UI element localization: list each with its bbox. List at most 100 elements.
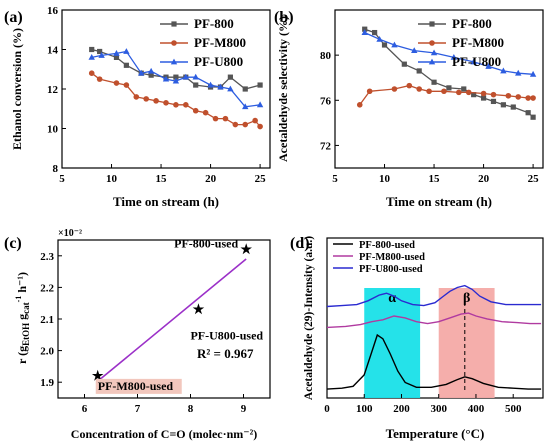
panel-b-ylabel: Acetaldehyde selectivity (%) xyxy=(276,16,290,162)
y-tick-label: 2.0 xyxy=(40,346,54,358)
data-point xyxy=(242,121,249,128)
data-point xyxy=(172,77,180,84)
data-point xyxy=(510,104,516,110)
x-tick-label: 15 xyxy=(429,173,441,185)
data-point xyxy=(515,69,522,76)
panel-d-series xyxy=(326,284,542,392)
legend-label: PF-U800 xyxy=(452,54,501,69)
x-tick-label: 25 xyxy=(255,173,267,185)
panel-d-ticks: 0 100 200 300 400 500 xyxy=(324,394,522,415)
star-marker: ★ xyxy=(193,302,205,317)
y-tick-label: 72 xyxy=(320,140,332,152)
data-point xyxy=(515,94,522,100)
y-tick-label: 76 xyxy=(320,95,332,107)
temperature-region xyxy=(364,288,421,398)
data-point xyxy=(416,68,422,74)
y-tick-label: 14 xyxy=(47,45,59,57)
panel-c-r2: R² = 0.967 xyxy=(197,346,254,361)
panel-a-series xyxy=(88,46,264,130)
panel-c-ylabel-sup: -1 xyxy=(14,296,23,303)
data-point xyxy=(182,73,190,80)
data-point xyxy=(406,82,413,89)
data-point xyxy=(525,95,531,101)
legend-label: PF-M800-used xyxy=(359,252,425,263)
data-point xyxy=(257,123,263,130)
panel-d-frame xyxy=(326,237,544,399)
legend-marker xyxy=(428,58,436,65)
x-tick-label: 8 xyxy=(188,403,194,415)
panel-b-ticks: 5 10 15 20 25 72 76 80 xyxy=(320,50,539,185)
panel-c-ticks: 6 7 8 9 1.9 2.0 2.1 2.2 2.3 xyxy=(40,251,247,415)
panel-c-ylabel-mid: g xyxy=(15,314,29,323)
data-point xyxy=(471,92,477,98)
legend-label: PF-800 xyxy=(452,16,492,31)
panel-a-legend: PF-800 PF-M800 PF-U800 xyxy=(160,16,246,69)
data-point xyxy=(183,102,189,108)
data-point xyxy=(123,62,129,68)
y-tick-label: 2.3 xyxy=(40,251,54,263)
y-tick-label: 16 xyxy=(47,5,59,17)
y-tick-label: 12 xyxy=(47,84,59,96)
series-line xyxy=(364,32,534,75)
data-point xyxy=(173,74,179,80)
data-point xyxy=(480,95,487,101)
panel-b-frame xyxy=(334,9,544,169)
data-point xyxy=(252,117,258,124)
data-point xyxy=(530,114,536,120)
temperature-region xyxy=(438,288,495,398)
data-point xyxy=(441,88,447,95)
x-tick-label: 15 xyxy=(156,173,168,185)
region-label: β xyxy=(463,291,470,306)
intensity-curve xyxy=(326,284,542,308)
panel-c-xlabel: Concentration of C=O (molec·nm⁻²) xyxy=(71,427,257,441)
y-tick-label: 10 xyxy=(47,124,59,136)
panel-c-series: ★PF-M800-used★PF-U800-used★PF-800-used xyxy=(92,236,263,394)
data-point xyxy=(529,70,537,77)
panel-d-ylabel: Acetaldehyde (29)-Intensity (a.u.) xyxy=(303,236,315,400)
data-point xyxy=(153,98,159,104)
data-point xyxy=(372,29,378,36)
x-tick-label: 20 xyxy=(478,173,490,185)
legend-marker xyxy=(429,40,435,46)
data-point xyxy=(242,103,249,110)
data-point xyxy=(88,54,95,60)
data-point xyxy=(147,67,155,74)
legend-label: PF-M800 xyxy=(452,35,504,50)
data-point xyxy=(202,109,209,116)
legend-label: PF-M800 xyxy=(194,35,246,50)
data-point xyxy=(500,67,507,74)
panel-a: (a) 5 10 15 20 25 8 10 12 14 16 PF-800 PF-M800 PF-U… xyxy=(4,5,271,209)
data-point xyxy=(192,73,199,80)
panel-b-legend: PF-800 PF-M800 PF-U800 xyxy=(418,16,504,69)
y-tick-label: 2.2 xyxy=(40,282,54,294)
y-tick-label: 8 xyxy=(53,163,59,175)
legend-label: PF-800-used xyxy=(359,240,415,251)
data-point xyxy=(426,88,432,95)
intensity-curve xyxy=(326,333,542,390)
data-point xyxy=(212,115,219,122)
data-point xyxy=(138,69,145,76)
data-point xyxy=(381,42,388,48)
panel-c-ylabel: r (gEtOH gcat-1 h⁻¹) xyxy=(14,272,31,364)
panel-a-ticks: 5 10 15 20 25 8 10 12 14 16 xyxy=(47,5,266,185)
panel-b: (b) 5 10 15 20 25 72 76 80 PF-800 PF-M800 PF-U800… xyxy=(274,9,544,209)
data-point xyxy=(465,89,472,96)
point-label-bg xyxy=(95,378,182,394)
x-tick-label: 25 xyxy=(528,173,540,185)
data-point xyxy=(143,96,149,102)
data-point xyxy=(430,49,438,56)
panel-c-ylabel-sub1: EtOH xyxy=(21,323,31,346)
panel-c-ylabel-sub2: cat xyxy=(21,302,31,314)
legend-marker xyxy=(170,58,178,65)
data-point xyxy=(222,115,229,122)
panel-b-series xyxy=(356,26,537,120)
panel-a-ylabel: Ethanol conversion (%) xyxy=(10,28,24,150)
data-point xyxy=(376,35,383,42)
x-tick-label: 7 xyxy=(135,403,141,415)
data-point xyxy=(257,82,263,88)
legend-label: PF-U800 xyxy=(194,54,243,69)
